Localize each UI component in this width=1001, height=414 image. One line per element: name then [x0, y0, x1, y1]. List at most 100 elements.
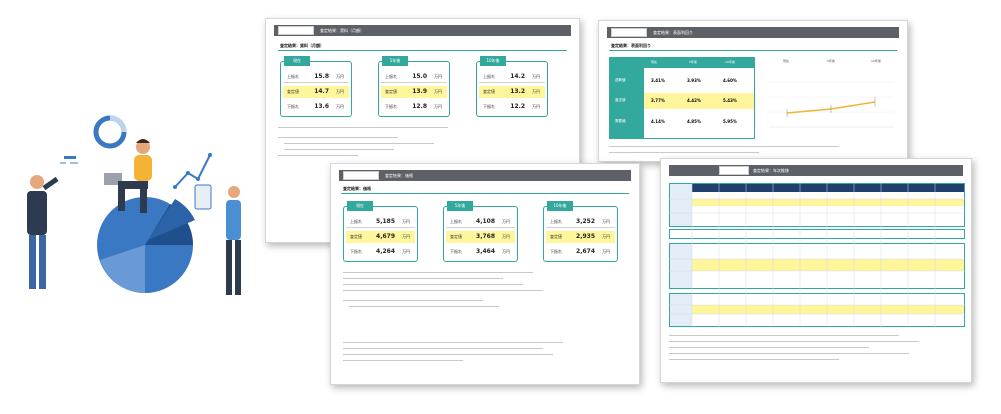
sheet3-cards-2-rows-0-value: 3,252 [576, 218, 595, 225]
document-page-yield: 査定結果：表面利回り 査定結果：表面利回り 現在 5年後 10年後 過剰値 3.… [598, 20, 908, 162]
trend-line-icon [174, 154, 211, 188]
sheet1-cards-1-rows-0-unit: 万円 [434, 74, 442, 79]
sheet1-cards-2-rows-1-label: 査定値 [483, 89, 495, 94]
sheet1-cards-2-tag: 10年後 [480, 56, 506, 66]
sheet1-cards-0-rows-1-label: 査定値 [287, 89, 299, 94]
sheet1-cards-0-rows-0-label: 上振れ [287, 74, 299, 79]
sheet2-chart_labels-2: 10年後 [871, 59, 881, 63]
yield-table [609, 57, 755, 139]
sheet3-cards-1-rows-0-label: 上振れ [450, 219, 462, 224]
sheet1-cards-1-rows-0-value: 15.0 [412, 73, 427, 80]
sheet3-cards-2-rows-0-unit: 万円 [602, 219, 610, 224]
sheet3-cards-0-rows-1-unit: 万円 [402, 234, 410, 239]
sheet2-columns-3: 10年後 [725, 60, 735, 64]
sheet1-cards-1-rows-0-label: 上振れ [385, 74, 397, 79]
sheet3-cards-1-rows-2-unit: 万円 [502, 249, 510, 254]
sheet3-cards-0-rows-1-label: 査定値 [350, 234, 362, 239]
sheet3-cards-0-tag: 現在 [347, 201, 373, 211]
rent-card-current: 現在 上振れ 15.8 万円 査定値 14.7 万円 下振れ 13.6 万円 [280, 56, 352, 117]
sheet3-header: 査定結果：価格 [385, 173, 413, 178]
sheet3-cards-2-rows-1-label: 査定値 [550, 234, 562, 239]
business-people-illustration [27, 115, 241, 295]
sheet3-cards-0-rows-1-value: 4,679 [376, 233, 395, 240]
sheet2-columns-1: 現在 [651, 60, 658, 64]
sheet1-cards-2-rows-0-label: 上振れ [483, 74, 495, 79]
page-header-text: 査定結果：賃料（月額） [320, 28, 364, 33]
sheet1-cards-1-rows-1-label: 査定値 [385, 89, 397, 94]
sheet1-cards-1-rows-2-label: 下振れ [385, 104, 397, 109]
price-card-current: 現在 上振れ 5,185 万円 査定値 4,679 万円 下振れ 4,264 万円 [343, 201, 418, 262]
sheet3-cards-0-rows-2-label: 下振れ [350, 249, 362, 254]
sheet3-cards-2-rows-2-value: 2,674 [576, 248, 595, 255]
table-grid-lines [669, 183, 965, 327]
sheet1-cards-0-rows-0-unit: 万円 [336, 74, 344, 79]
sheet3-cards-1-tag: 5年後 [447, 201, 473, 211]
sheet2-rows-0-values-2: 4.60% [723, 78, 737, 83]
sheet1-cards-0-tag: 現在 [284, 56, 310, 66]
price-card-5y: 5年後 上振れ 4,108 万円 査定値 3,768 万円 下振れ 3,464 万円 [443, 201, 518, 262]
sheet2-rows-2-values-2: 5.95% [723, 119, 737, 124]
sheet2-rows-1-values-2: 5.43% [723, 98, 737, 103]
sheet1-cards-2-rows-2-unit: 万円 [532, 104, 540, 109]
sheet2-header: 査定結果：表面利回り [653, 30, 693, 35]
sheet3-cards-1-rows-1-value: 3,768 [476, 233, 495, 240]
sheet1-cards-1-rows-2-value: 12.8 [412, 103, 427, 110]
sheet1-cards-0-rows-1-unit: 万円 [336, 89, 344, 94]
sheet3-cards-0-rows-2-unit: 万円 [402, 249, 410, 254]
sheet1-cards-0-rows-1-value: 14.7 [314, 88, 329, 95]
sheet1-cards-0-rows-2-label: 下振れ [287, 104, 299, 109]
sheet3-cards-2-rows-1-value: 2,935 [576, 233, 595, 240]
sheet1-cards-2-rows-0-value: 14.2 [510, 73, 525, 80]
sheet3-cards-1-rows-2-label: 下振れ [450, 249, 462, 254]
sheet3-cards-2-rows-2-label: 下振れ [550, 249, 562, 254]
sheet2-rows-2-values-1: 4.85% [687, 119, 701, 124]
sitting-man-figure [104, 139, 152, 213]
sheet1-cards-2-rows-0-unit: 万円 [532, 74, 540, 79]
sheet3-cards-1-rows-1-label: 査定値 [450, 234, 462, 239]
sheet3-section: 査定結果：価格 [343, 186, 371, 191]
sheet3-cards-1-rows-1-unit: 万円 [502, 234, 510, 239]
sheet3-cards-0-rows-0-unit: 万円 [402, 219, 410, 224]
sheet3-cards-0-rows-2-value: 4,264 [376, 248, 395, 255]
document-page-yearly-table: 査定結果：年次推移 [660, 158, 972, 383]
sheet3-cards-1-rows-2-value: 3,464 [476, 248, 495, 255]
price-card-10y: 10年後 上振れ 3,252 万円 査定値 2,935 万円 下振れ 2,674 万円 [543, 201, 618, 262]
standing-man-left-figure [27, 175, 59, 289]
sheet1-cards-2-rows-1-value: 13.2 [510, 88, 525, 95]
sheet2-chart_labels-1: 5年後 [827, 59, 835, 63]
sheet2-rows-1-values-1: 4.42% [687, 98, 701, 103]
sheet1-cards-1-rows-1-value: 13.9 [412, 88, 427, 95]
yield-line-chart [769, 81, 894, 128]
sheet1-cards-2-rows-2-value: 12.2 [510, 103, 525, 110]
sheet4-header: 査定結果：年次推移 [753, 168, 789, 173]
sheet2-rows-0-label: 過剰値 [615, 78, 626, 82]
sheet1-cards-0-rows-2-unit: 万円 [336, 104, 344, 109]
sheet3-cards-1-rows-0-value: 4,108 [476, 218, 495, 225]
sheet2-section: 査定結果：表面利回り [611, 43, 651, 48]
sheet2-rows-2-label: 需要値 [615, 119, 626, 123]
sheet2-columns-2: 5年後 [689, 60, 697, 64]
sheet2-rows-1-label: 査定値 [615, 98, 626, 102]
sheet1-cards-2-rows-1-unit: 万円 [532, 89, 540, 94]
sheet1-cards-2-rows-2-label: 下振れ [483, 104, 495, 109]
sheet3-cards-2-rows-0-label: 上振れ [550, 219, 562, 224]
sheet1-cards-1-tag: 5年後 [382, 56, 408, 66]
rent-card-5y: 5年後 上振れ 15.0 万円 査定値 13.9 万円 下振れ 12.8 万円 [378, 56, 450, 117]
section-title: 査定結果：賃料（月額） [280, 43, 324, 48]
sheet3-cards-2-rows-1-unit: 万円 [602, 234, 610, 239]
sheet3-cards-0-rows-0-label: 上振れ [350, 219, 362, 224]
sheet1-cards-1-rows-1-unit: 万円 [434, 89, 442, 94]
sheet3-cards-0-rows-0-value: 5,185 [376, 218, 395, 225]
sheet2-rows-1-values-0: 3.77% [651, 98, 665, 103]
sheet2-rows-2-values-0: 4.14% [651, 119, 665, 124]
sheet1-cards-0-rows-0-value: 15.8 [314, 73, 329, 80]
sheet3-cards-2-rows-2-unit: 万円 [602, 249, 610, 254]
standing-man-right-figure [194, 184, 241, 295]
document-page-price: 査定結果：価格 査定結果：価格 現在 上振れ 5,185 万円 査定値 4,679 万円… [330, 163, 640, 385]
sheet2-rows-0-values-0: 3.41% [651, 78, 665, 83]
sheet2-rows-0-values-1: 3.93% [687, 78, 701, 83]
rent-card-10y: 10年後 上振れ 14.2 万円 査定値 13.2 万円 下振れ 12.2 万円 [476, 56, 548, 117]
sheet3-cards-2-tag: 10年後 [547, 201, 573, 211]
sheet2-chart_labels-0: 現在 [783, 59, 790, 63]
sheet1-cards-0-rows-2-value: 13.6 [314, 103, 329, 110]
